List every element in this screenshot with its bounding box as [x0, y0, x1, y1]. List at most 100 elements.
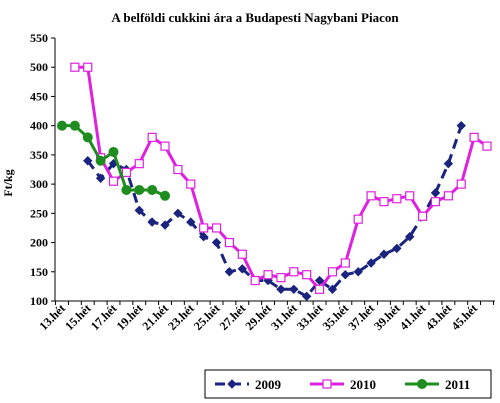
series-layer [57, 62, 492, 302]
data-point-2009 [173, 208, 183, 219]
legend-marker-2010 [322, 379, 332, 389]
data-point-2009 [95, 173, 106, 183]
data-point-2010 [289, 267, 299, 277]
data-point-2010 [237, 249, 247, 259]
series-2011 [57, 120, 171, 201]
data-point-2011 [134, 184, 145, 195]
data-point-2010 [405, 191, 415, 201]
series-2010 [70, 62, 492, 294]
y-tick-label: 150 [30, 265, 48, 279]
x-tick-label: 41.hét [397, 301, 429, 333]
data-point-2010 [469, 132, 479, 142]
x-tick-label: 37.hét [345, 301, 377, 333]
y-ticks: 100 150 200 250 300 350 400 450 500 550 [30, 31, 55, 308]
x-tick-label: 27.hét [217, 301, 249, 333]
data-point-2009 [134, 205, 144, 216]
legend-label-2011: 2011 [445, 377, 470, 392]
data-point-2010 [353, 214, 363, 224]
data-point-2010 [147, 132, 157, 142]
data-point-2010 [250, 275, 260, 286]
legend-marker-2009 [227, 379, 237, 389]
data-point-2009 [147, 217, 157, 227]
data-point-2009 [443, 158, 454, 169]
data-point-2010 [83, 62, 93, 72]
data-point-2010 [366, 191, 376, 201]
y-tick-label: 550 [30, 31, 48, 45]
legend-marker-2011 [417, 379, 427, 389]
data-point-2010 [392, 194, 402, 204]
data-point-2009 [340, 269, 351, 280]
chart-title: A belföldi cukkini ára a Budapesti Nagyb… [111, 10, 399, 25]
data-point-2009 [83, 156, 93, 166]
x-tick-label: 19.hét [114, 301, 146, 333]
data-point-2010 [379, 197, 389, 207]
data-point-2011 [57, 120, 67, 131]
data-point-2010 [443, 191, 453, 201]
x-tick-label: 31.hét [268, 301, 300, 333]
data-point-2010 [108, 176, 119, 186]
data-point-2009 [327, 284, 338, 295]
x-tick-label: 43.hét [423, 301, 455, 333]
y-tick-label: 300 [30, 177, 48, 191]
x-tick-label: 35.hét [320, 301, 352, 333]
y-axis-label: Ft/kg [1, 169, 15, 196]
legend: 2009 2010 2011 [215, 377, 470, 392]
x-tick-label: 21.hét [139, 301, 171, 333]
data-point-2009 [353, 267, 363, 277]
data-point-2010 [482, 141, 492, 151]
data-point-2010 [70, 62, 80, 72]
data-point-2010 [173, 164, 183, 175]
x-tick-label: 25.hét [191, 301, 223, 333]
x-tick-label: 17.hét [88, 301, 120, 333]
y-tick-label: 450 [30, 89, 48, 103]
data-point-2009 [456, 120, 466, 131]
data-point-2009 [289, 284, 299, 295]
data-point-2010 [302, 270, 312, 280]
y-tick-label: 400 [30, 119, 48, 133]
data-point-2009 [379, 249, 389, 259]
y-tick-label: 100 [30, 294, 48, 308]
data-point-2010 [430, 197, 441, 207]
data-point-2010 [456, 179, 466, 189]
x-tick-label: 29.hét [242, 301, 274, 333]
data-point-2011 [121, 184, 132, 195]
data-point-2010 [276, 273, 286, 283]
data-point-2010 [211, 223, 222, 233]
data-point-2010 [160, 141, 170, 151]
series-line-2010 [74, 65, 488, 291]
data-point-2009 [198, 232, 209, 242]
data-point-2010 [224, 237, 235, 248]
data-point-2010 [327, 267, 338, 277]
y-tick-label: 250 [30, 206, 48, 220]
legend-box [204, 369, 492, 399]
data-point-2009 [392, 243, 402, 254]
x-tick-label: 39.hét [371, 301, 403, 333]
legend-label-2010: 2010 [350, 377, 376, 392]
data-point-2009 [405, 232, 415, 242]
x-tick-label: 23.hét [165, 301, 197, 333]
data-point-2009 [314, 275, 325, 286]
data-point-2010 [134, 159, 144, 169]
x-ticks: 13.hét15.hét17.hét19.hét21.hét23.hét25.h… [36, 301, 494, 333]
legend-label-2009: 2009 [255, 377, 282, 392]
x-tick-label: 15.hét [62, 301, 94, 333]
data-point-2011 [147, 184, 158, 195]
x-tick-label: 45.hét [448, 301, 480, 333]
data-point-2011 [160, 190, 171, 201]
data-point-2009 [301, 291, 312, 302]
data-point-2009 [237, 264, 248, 274]
data-point-2010 [121, 167, 131, 178]
data-point-2009 [211, 237, 222, 248]
data-point-2009 [224, 267, 235, 277]
data-point-2010 [314, 284, 325, 294]
data-point-2011 [108, 146, 119, 157]
y-tick-label: 350 [30, 148, 48, 162]
series-2009 [83, 120, 466, 302]
data-point-2010 [199, 223, 209, 233]
data-point-2009 [430, 188, 441, 198]
data-point-2011 [69, 120, 80, 131]
data-point-2010 [418, 211, 428, 221]
data-point-2010 [340, 258, 350, 268]
data-point-2011 [82, 132, 93, 143]
data-point-2011 [95, 155, 106, 166]
